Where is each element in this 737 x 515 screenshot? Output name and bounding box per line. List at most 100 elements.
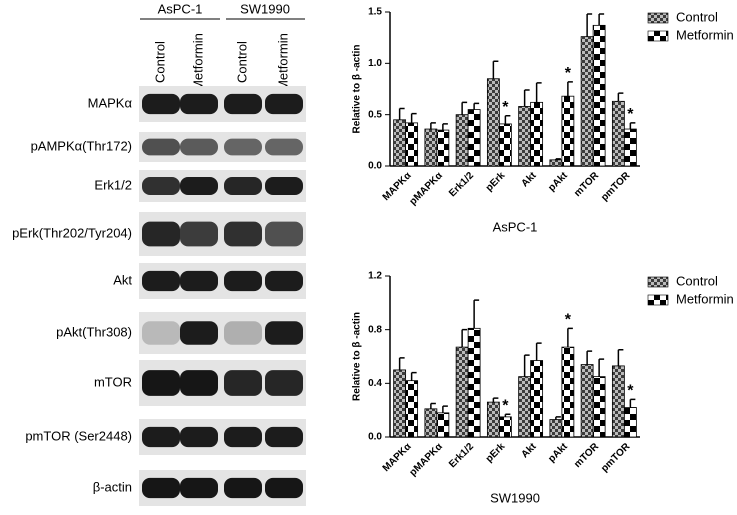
x-tick-label: Erk1/2	[447, 170, 476, 199]
row-label: pmTOR (Ser2448)	[25, 428, 132, 443]
band	[265, 370, 303, 396]
band	[265, 221, 303, 247]
bar	[498, 416, 512, 438]
bar	[424, 128, 438, 167]
error-bar	[442, 123, 448, 131]
error-bar	[504, 413, 511, 417]
error-bar	[617, 92, 624, 102]
band	[142, 370, 180, 396]
band	[142, 138, 180, 156]
error-bar	[492, 60, 499, 79]
x-tick-label: pAkt	[546, 441, 570, 465]
y-tick-label: 0.5	[368, 109, 382, 120]
y-tick-label: 1.2	[368, 271, 382, 282]
bar	[455, 114, 469, 167]
x-tick-label: pmTOR	[599, 170, 633, 204]
bar	[611, 365, 625, 438]
significance-mark: *	[565, 65, 572, 82]
error-bar	[629, 398, 636, 408]
x-tick-label: pMAPKα	[408, 441, 446, 479]
band	[224, 138, 262, 156]
bar	[486, 401, 500, 438]
legend-label: Control	[676, 273, 718, 288]
legend-swatch	[647, 294, 669, 306]
band	[180, 93, 218, 115]
band	[180, 321, 218, 345]
significance-mark: *	[502, 397, 509, 414]
lane-label: Metformin	[190, 33, 205, 91]
x-tick-label: mTOR	[572, 441, 601, 470]
band	[265, 477, 303, 499]
legend-label: Metformin	[676, 27, 734, 42]
band	[180, 177, 218, 195]
band	[224, 370, 262, 396]
y-tick-label: 0.8	[368, 324, 382, 335]
row-label: β-actin	[93, 479, 132, 494]
bar	[498, 123, 512, 167]
error-bar	[473, 102, 480, 110]
bar	[393, 369, 407, 438]
band	[224, 177, 262, 195]
band	[265, 321, 303, 345]
error-bar	[523, 89, 530, 107]
x-tick-label: Akt	[519, 441, 539, 461]
error-bar	[586, 350, 593, 365]
error-bar	[617, 349, 624, 366]
x-axis-title: SW1990	[490, 490, 540, 505]
legend-label: Metformin	[676, 291, 734, 306]
y-axis-title: Relative to β -actin	[352, 45, 363, 134]
error-bar	[523, 354, 530, 377]
error-bar	[442, 405, 448, 413]
error-bar	[461, 101, 468, 115]
significance-mark: *	[502, 99, 509, 116]
error-bar	[567, 81, 573, 97]
band	[265, 426, 303, 448]
band	[224, 221, 262, 247]
x-tick-label: Erk1/2	[447, 441, 476, 470]
band	[265, 177, 303, 195]
y-tick-label: 1.5	[368, 7, 382, 18]
bar	[467, 327, 481, 438]
error-bar	[492, 397, 499, 403]
bar	[623, 128, 637, 167]
bar	[580, 364, 594, 438]
bar	[580, 36, 594, 167]
row-label: pAkt(Thr308)	[56, 324, 132, 339]
row-label: Erk1/2	[94, 177, 132, 192]
bar	[623, 407, 637, 438]
bar	[530, 360, 544, 438]
error-bar	[504, 114, 511, 124]
bar	[592, 376, 606, 438]
row-label: pAMPKα(Thr172)	[31, 138, 132, 153]
bar	[530, 101, 544, 167]
bar	[467, 109, 481, 167]
bar	[405, 380, 419, 438]
x-tick-label: pErk	[484, 170, 508, 194]
error-bar	[410, 112, 417, 123]
bar	[592, 24, 606, 167]
y-axis-title: Relative to β -actin	[352, 312, 363, 401]
y-tick-label: 0.0	[368, 432, 382, 443]
error-bar	[398, 357, 405, 370]
row-label: MAPKα	[88, 95, 133, 110]
row-label: mTOR	[94, 374, 132, 389]
bar	[611, 100, 625, 167]
lane-label: Control	[234, 41, 249, 83]
error-bar	[567, 327, 573, 348]
error-bar	[535, 342, 542, 361]
error-bar	[410, 371, 417, 381]
band	[142, 93, 180, 115]
legend-swatch	[647, 12, 669, 24]
error-bar	[598, 358, 605, 377]
error-bar	[398, 107, 405, 120]
bar	[561, 346, 575, 438]
bar	[455, 346, 469, 438]
bar	[436, 412, 450, 438]
x-tick-label: Akt	[519, 170, 539, 190]
bar	[486, 78, 500, 167]
band	[265, 93, 303, 115]
lane-label: Metformin	[275, 33, 290, 91]
band	[142, 177, 180, 195]
y-tick-label: 1.0	[368, 58, 382, 69]
